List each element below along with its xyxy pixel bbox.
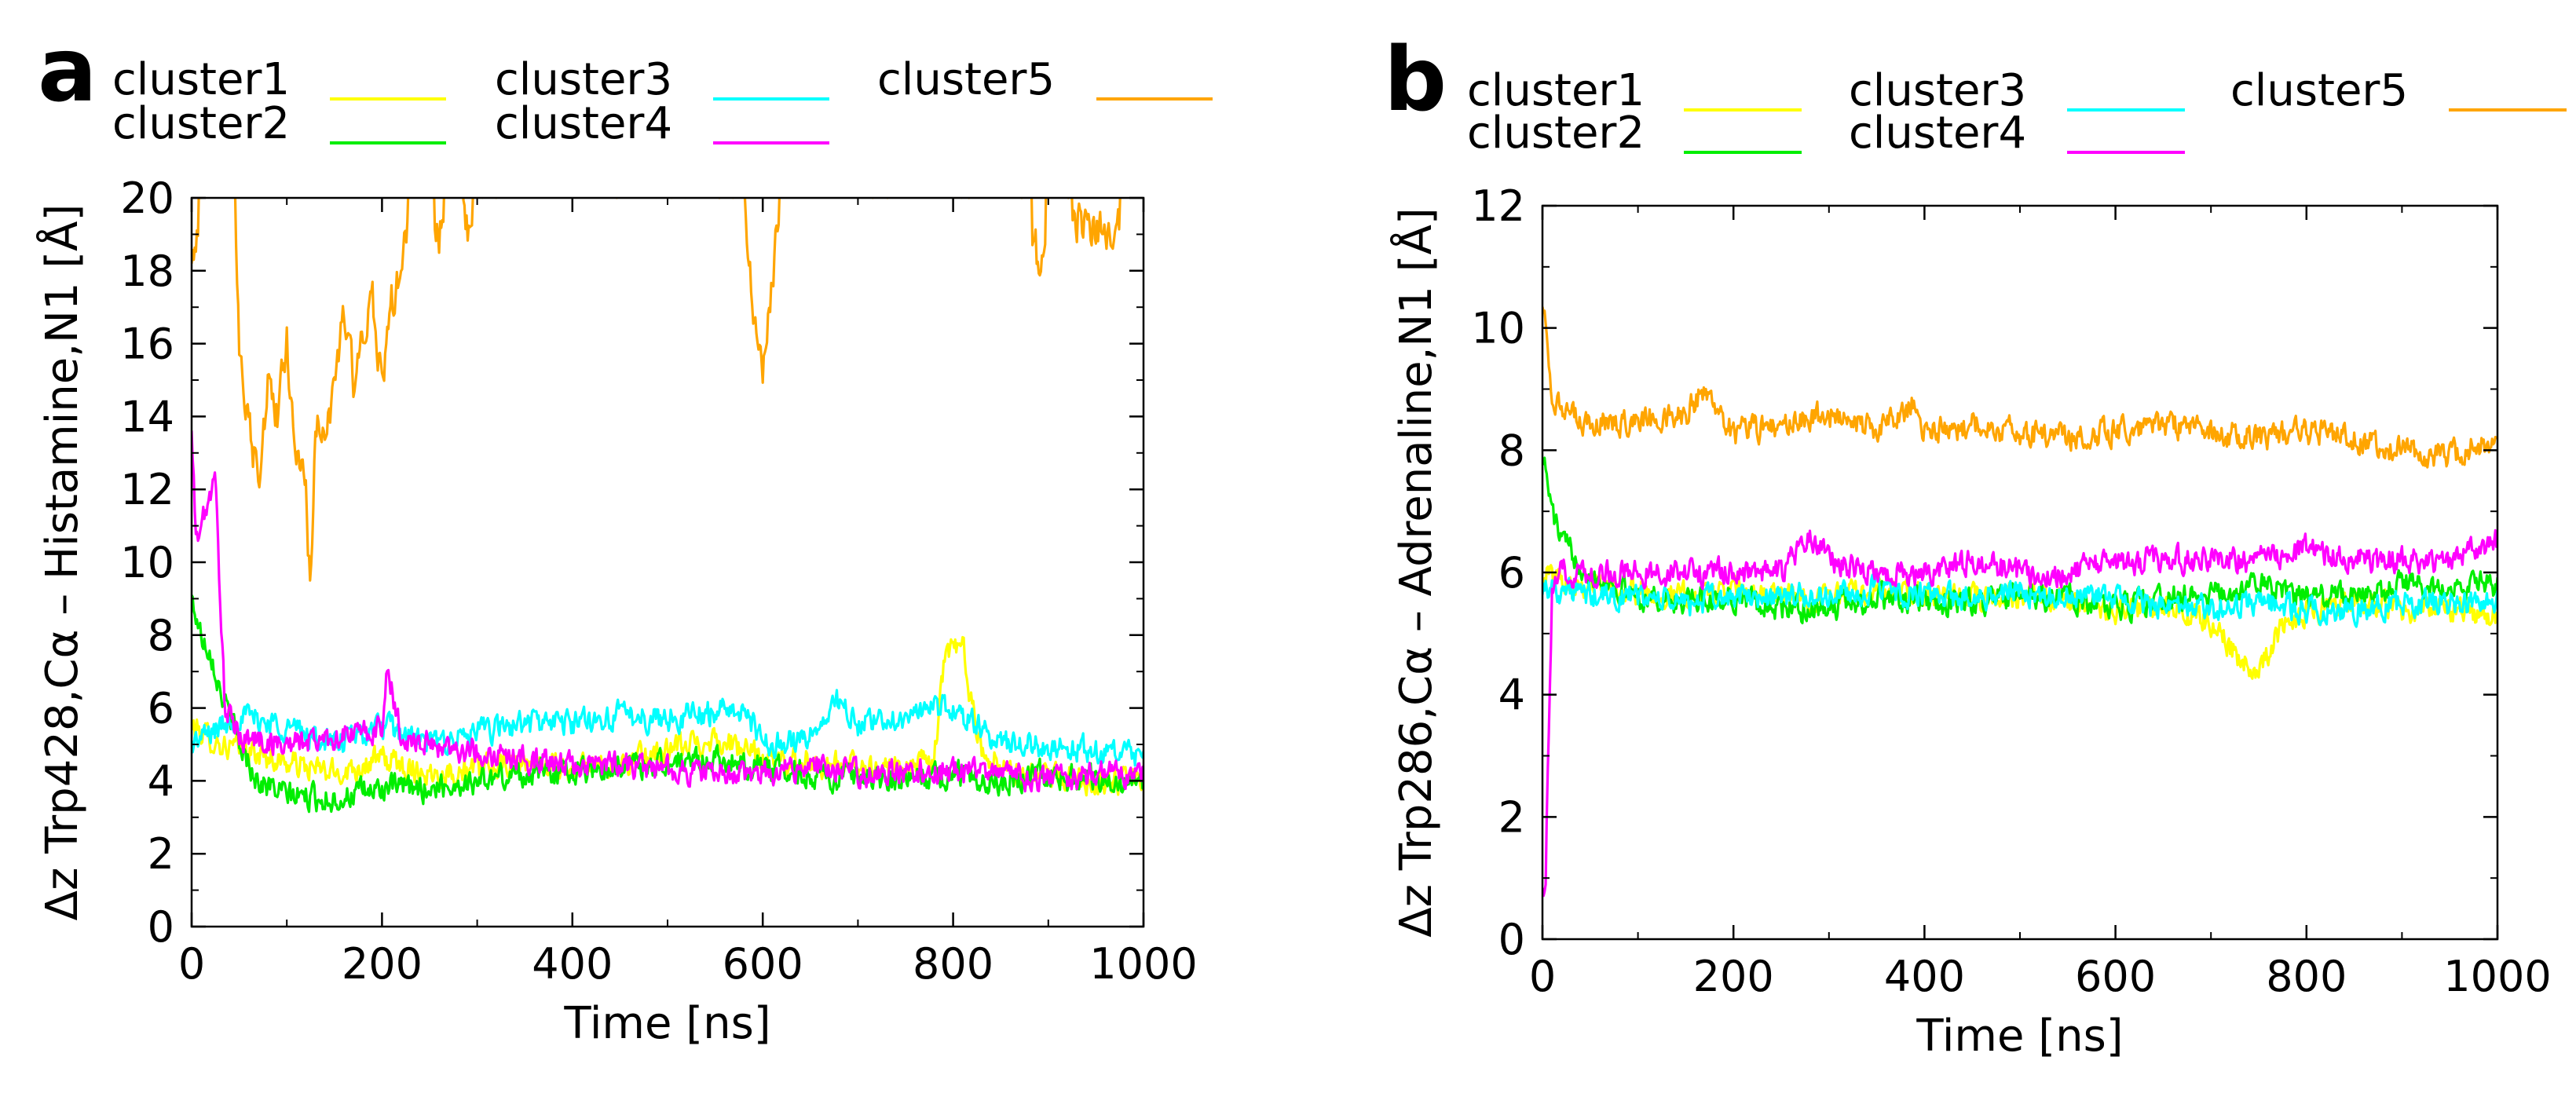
legend-label-cluster2: cluster2 [112, 98, 290, 149]
x-axis-label: Time [ns] [563, 998, 770, 1049]
x-tick-label: 800 [913, 939, 993, 989]
y-tick-label: 6 [1498, 548, 1525, 598]
panel-letter: a [38, 20, 97, 122]
y-tick-label: 20 [120, 174, 174, 223]
y-tick-label: 8 [148, 611, 174, 660]
legend-label-cluster3: cluster3 [1849, 65, 2026, 116]
legend-label-cluster2: cluster2 [1467, 108, 1645, 159]
y-tick-label: 10 [120, 538, 174, 587]
series-line-cluster2 [192, 594, 1143, 814]
x-tick-label: 1000 [2443, 952, 2551, 1001]
y-tick-label: 4 [148, 756, 174, 806]
legend-label-cluster1: cluster1 [1467, 65, 1645, 116]
y-tick-label: 12 [120, 465, 174, 514]
series-line-cluster4 [192, 430, 1143, 793]
y-tick-label: 10 [1471, 304, 1525, 353]
y-tick-label: 4 [1498, 671, 1525, 720]
series-line-cluster1 [192, 635, 1143, 797]
plot-frame [190, 196, 1145, 928]
x-tick-label: 200 [1693, 952, 1774, 1001]
legend-label-cluster5: cluster5 [877, 54, 1055, 105]
x-tick-label: 400 [532, 939, 613, 989]
y-tick-label: 8 [1498, 426, 1525, 475]
series-line-cluster3 [1542, 572, 2497, 628]
y-axis-label: Δz Trp428,Cα – Histamine,N1 [Å] [36, 204, 88, 921]
legend-label-cluster4: cluster4 [495, 98, 672, 149]
y-tick-label: 18 [120, 247, 174, 296]
x-tick-label: 400 [1884, 952, 1965, 1001]
x-tick-label: 600 [2075, 952, 2156, 1001]
x-tick-label: 200 [342, 939, 423, 989]
x-axis-label: Time [ns] [1916, 1011, 2123, 1062]
legend-label-cluster1: cluster1 [112, 54, 290, 105]
series-line-cluster5 [1542, 306, 2497, 469]
legend-label-cluster3: cluster3 [495, 54, 672, 105]
y-tick-label: 14 [120, 392, 174, 441]
x-tick-label: 0 [178, 939, 205, 989]
y-tick-label: 16 [120, 320, 174, 369]
x-tick-label: 600 [723, 939, 803, 989]
y-tick-label: 2 [1498, 792, 1525, 842]
series-line-cluster4 [1542, 528, 2497, 898]
x-tick-label: 1000 [1089, 939, 1197, 989]
legend-label-cluster5: cluster5 [2230, 65, 2408, 116]
y-tick-label: 0 [1498, 915, 1525, 964]
y-axis-label: Δz Trp286,Cα – Adrenaline,N1 [Å] [1390, 207, 1442, 937]
plot-area [1542, 306, 2497, 898]
y-tick-label: 6 [148, 684, 174, 733]
plot-area [192, 198, 1143, 814]
x-tick-label: 0 [1529, 952, 1556, 1001]
legend-label-cluster4: cluster4 [1849, 108, 2026, 159]
panel-b: 0 2 4 6 8 10 12 0 200 400 600 800 1000 Time [ns] Δz Tr… [1384, 29, 2567, 1062]
x-tick-label: 800 [2266, 952, 2347, 1001]
panel-letter: b [1384, 29, 1447, 131]
y-tick-label: 0 [148, 902, 174, 952]
series-line-cluster5 [192, 198, 1143, 582]
y-tick-label: 12 [1471, 181, 1525, 231]
y-tick-label: 2 [148, 829, 174, 879]
